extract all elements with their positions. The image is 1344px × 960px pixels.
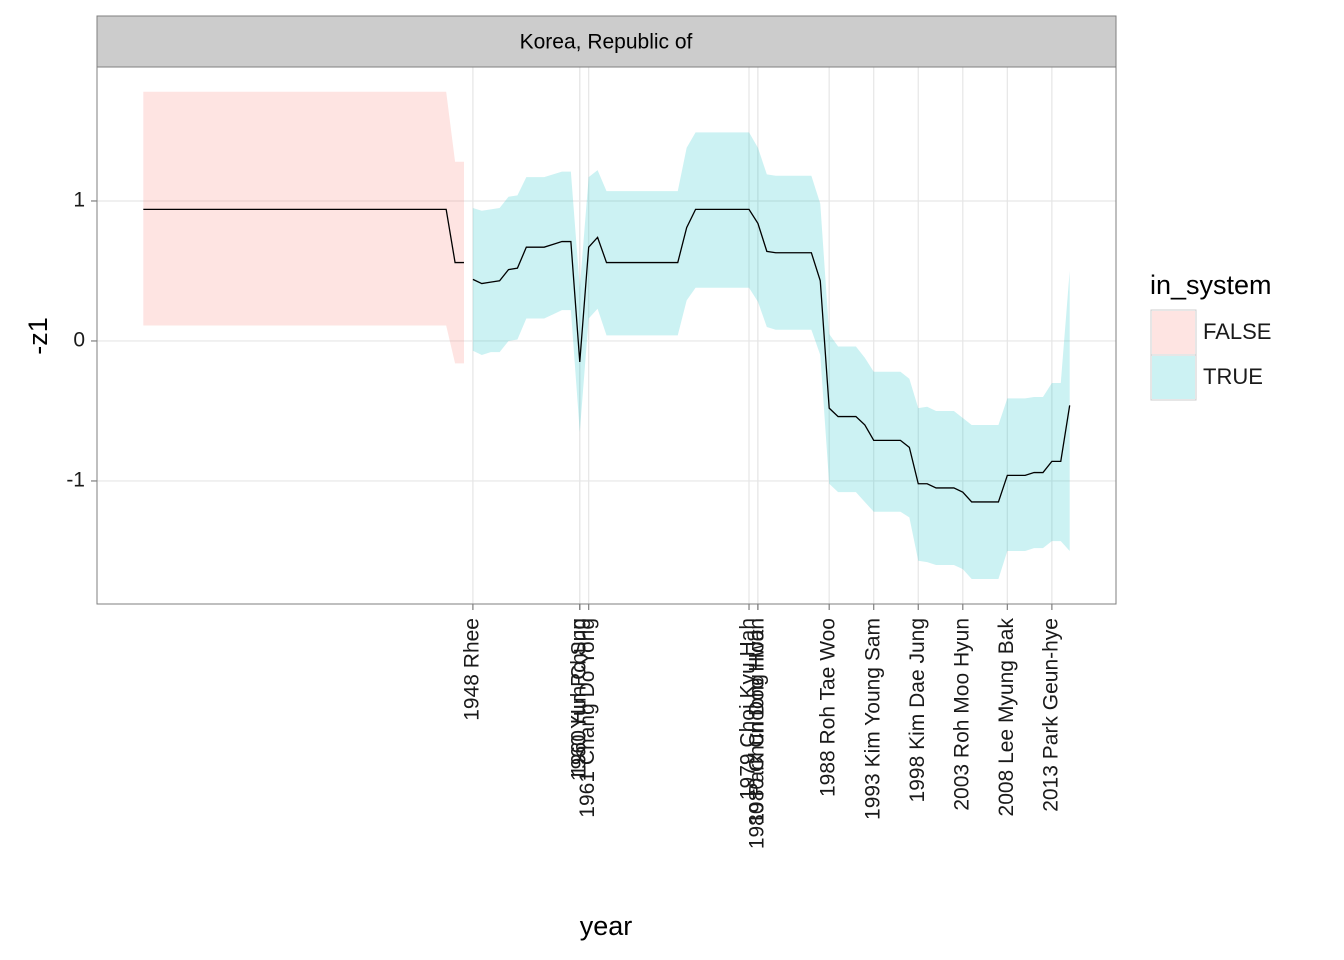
x-tick-label: 2003 Roh Moo Hyun: [950, 618, 973, 811]
x-tick-label: 2013 Park Geun-hye: [1039, 618, 1062, 812]
x-tick-label: 1998 Kim Dae Jung: [906, 618, 929, 802]
ribbon: [472, 132, 1070, 579]
x-tick-label: 1960 Huh Chung: [567, 618, 590, 777]
legend-key: [1152, 356, 1195, 399]
x-tick-label: 1993 Kim Young Sam: [861, 618, 884, 820]
x-tick-label: 1980 Chun Doo Hwan: [745, 618, 768, 825]
legend-key: [1152, 311, 1195, 354]
legend-label: TRUE: [1203, 364, 1263, 389]
strip-title: Korea, Republic of: [520, 31, 693, 54]
x-axis-title: year: [580, 911, 633, 941]
x-tick-label: 1960 Yun Po Sun: [567, 618, 590, 781]
ribbon: [143, 91, 464, 364]
y-tick-label: -1: [66, 468, 85, 491]
legend-title: in_system: [1150, 270, 1272, 300]
legend-key-bg: [1150, 309, 1197, 356]
panel-border: [96, 66, 1117, 605]
x-tick-label: 1988 Roh Tae Woo: [817, 618, 840, 797]
line: [472, 208, 1071, 503]
x-tick-label: 1980 Park Choong Hoon: [745, 618, 768, 849]
x-tick-label: 1961 Chang Do Yong: [576, 618, 599, 818]
y-tick-label: 1: [73, 189, 85, 212]
legend-key-bg: [1150, 354, 1197, 401]
y-tick-label: 0: [73, 329, 85, 352]
x-tick-label: 2008 Lee Myung Bak: [995, 618, 1018, 817]
line: [143, 208, 464, 264]
x-tick-label: 1979 Choi Kyu Hah: [737, 618, 760, 800]
legend-label: FALSE: [1203, 319, 1271, 344]
x-tick-label: 1948 Rhee: [460, 618, 483, 721]
facet-strip: [96, 15, 1117, 68]
y-axis-title: -z1: [23, 317, 53, 355]
